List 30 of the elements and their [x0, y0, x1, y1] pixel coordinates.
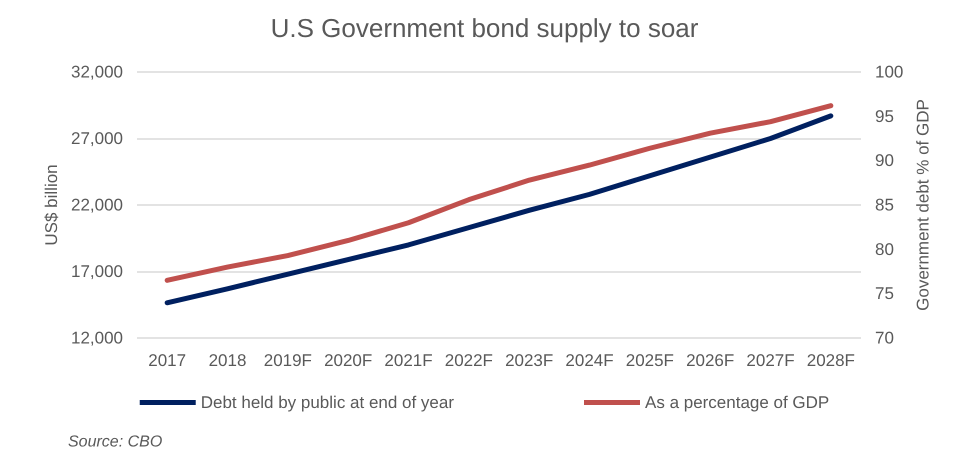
x-tick-label: 2021F: [384, 351, 433, 370]
x-tick-label: 2025F: [626, 351, 674, 370]
y2-tick-label: 70: [875, 328, 894, 348]
y-tick-label: 22,000: [71, 196, 123, 214]
y2-tick-label: 80: [875, 240, 894, 259]
x-tick-label: 2020F: [324, 351, 372, 370]
chart-title: U.S Government bond supply to soar: [270, 13, 699, 43]
y2-tick-label: 90: [875, 151, 894, 170]
y2-tick-label: 95: [875, 106, 894, 126]
x-tick-label: 2027F: [746, 351, 795, 370]
x-tick-label: 2017: [148, 351, 186, 370]
legend-label: Debt held by public at end of year: [200, 393, 454, 412]
x-tick-label: 2022F: [444, 351, 493, 370]
y2-tick-label: 100: [875, 62, 904, 82]
y-tick-label: 27,000: [71, 129, 123, 148]
x-tick-label: 2018: [208, 351, 246, 370]
y-tick-label: 32,000: [71, 62, 123, 82]
x-tick-label: 2019F: [264, 351, 312, 370]
y2-axis-title: Government debt % of GDP: [913, 99, 932, 311]
x-tick-label: 2026F: [686, 351, 734, 370]
x-tick-label: 2024F: [565, 351, 614, 370]
y-axis-title: US$ billion: [42, 164, 62, 246]
x-tick-label: 2023F: [505, 351, 554, 370]
y-tick-label: 17,000: [71, 262, 123, 281]
source-note: Source: CBO: [68, 434, 162, 450]
y-tick-label: 12,000: [71, 328, 123, 348]
y2-tick-label: 85: [875, 196, 894, 214]
x-tick-label: 2028F: [806, 351, 855, 370]
legend-label: As a percentage of GDP: [645, 393, 830, 412]
y2-tick-label: 75: [875, 284, 894, 304]
